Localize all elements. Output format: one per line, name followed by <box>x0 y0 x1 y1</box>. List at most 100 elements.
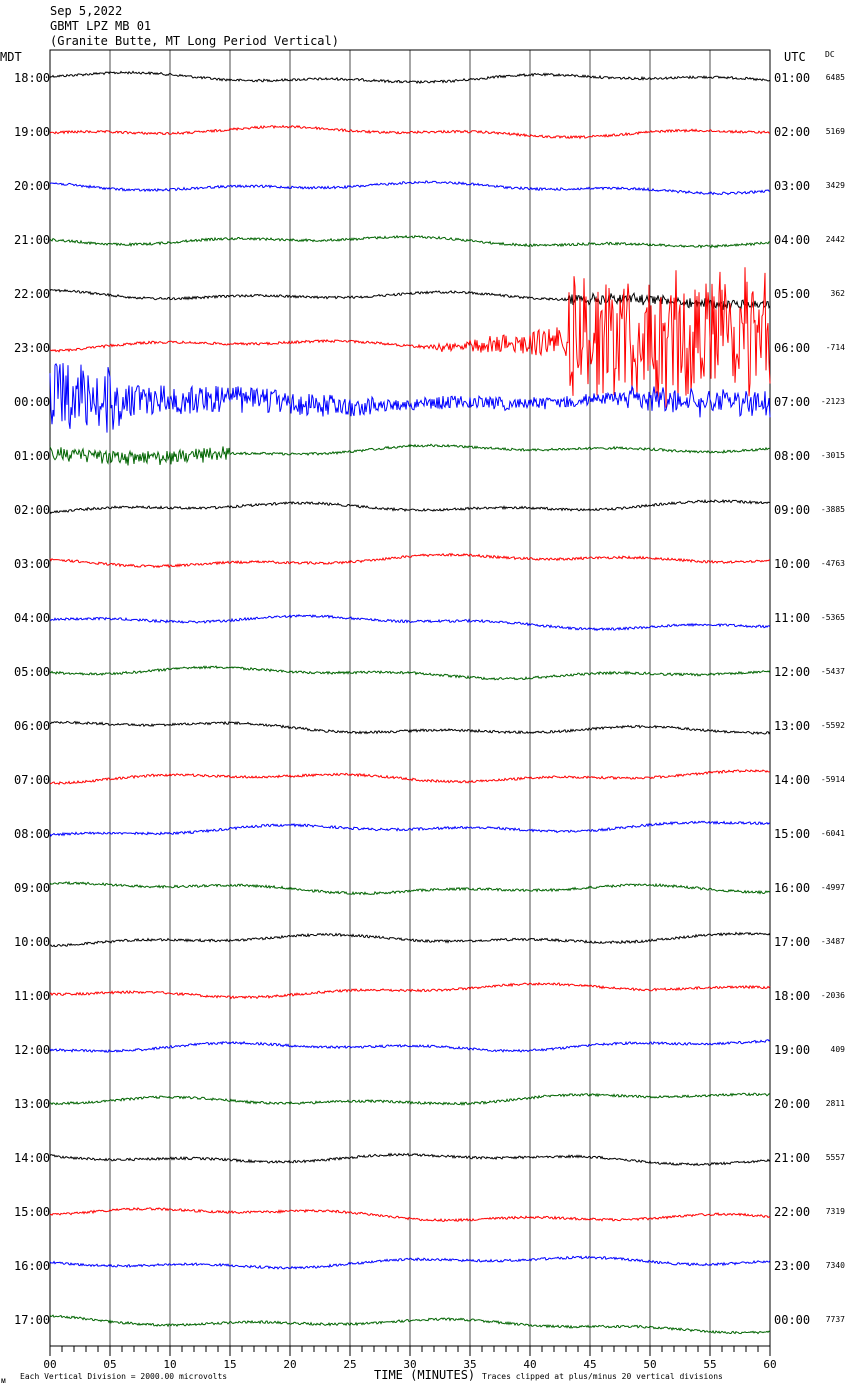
mdt-label: 14:00 <box>14 1151 50 1165</box>
x-tick-label: 25 <box>343 1358 356 1371</box>
mdt-label: 00:00 <box>14 395 50 409</box>
mdt-label: 20:00 <box>14 179 50 193</box>
mdt-label: 19:00 <box>14 125 50 139</box>
trace-line <box>49 288 771 311</box>
dc-value: -6041 <box>821 829 845 838</box>
trace-line <box>49 234 771 249</box>
trace-line <box>49 1255 771 1270</box>
dc-value: -3487 <box>821 937 845 946</box>
x-tick-label: 50 <box>643 1358 656 1371</box>
mdt-label: 16:00 <box>14 1259 50 1273</box>
dc-value: 5169 <box>826 127 845 136</box>
utc-label: 07:00 <box>774 395 810 409</box>
trace-line <box>49 443 771 466</box>
trace-line <box>49 665 771 681</box>
division-note: Each Vertical Division = 2000.00 microvo… <box>20 1372 227 1381</box>
dc-value: 7340 <box>826 1261 845 1270</box>
utc-label: 06:00 <box>774 341 810 355</box>
dc-value: 7319 <box>826 1207 845 1216</box>
x-tick-label: 35 <box>463 1358 476 1371</box>
header-location: (Granite Butte, MT Long Period Vertical) <box>50 34 339 48</box>
trace-line <box>49 1207 771 1222</box>
utc-label: 10:00 <box>774 557 810 571</box>
dc-value: -4997 <box>821 883 845 892</box>
dc-value: 362 <box>831 289 846 298</box>
dc-value: -3015 <box>821 451 845 460</box>
utc-label: 05:00 <box>774 287 810 301</box>
utc-label: 13:00 <box>774 719 810 733</box>
trace-line <box>49 1039 771 1053</box>
header-station: GBMT LPZ MB 01 <box>50 19 152 33</box>
mdt-label: 17:00 <box>14 1313 50 1327</box>
utc-label: 20:00 <box>774 1097 810 1111</box>
trace-line <box>49 1314 771 1335</box>
mdt-label: 07:00 <box>14 773 50 787</box>
mdt-label: 05:00 <box>14 665 50 679</box>
x-tick-label: 15 <box>223 1358 236 1371</box>
mdt-label: 06:00 <box>14 719 50 733</box>
utc-label: 18:00 <box>774 989 810 1003</box>
dc-title: DC <box>825 50 835 59</box>
x-tick-label: 40 <box>523 1358 536 1371</box>
utc-label: 04:00 <box>774 233 810 247</box>
utc-label: 14:00 <box>774 773 810 787</box>
trace-line <box>49 362 771 433</box>
mdt-label: 12:00 <box>14 1043 50 1057</box>
x-axis-label: TIME (MINUTES) <box>374 1368 475 1382</box>
utc-label: 00:00 <box>774 1313 810 1327</box>
dc-value: -5437 <box>821 667 845 676</box>
mdt-label: 02:00 <box>14 503 50 517</box>
trace-line <box>49 931 771 948</box>
dc-value: 2442 <box>826 235 845 244</box>
x-tick-label: 00 <box>43 1358 56 1371</box>
mdt-label: 04:00 <box>14 611 50 625</box>
x-tick-label: 05 <box>103 1358 116 1371</box>
right-axis-title: UTC <box>784 50 806 64</box>
dc-value: 7737 <box>826 1315 845 1324</box>
utc-label: 15:00 <box>774 827 810 841</box>
utc-label: 21:00 <box>774 1151 810 1165</box>
traces <box>49 70 771 1335</box>
dc-value: 3429 <box>826 181 845 190</box>
dc-value: 6485 <box>826 73 845 82</box>
x-tick-label: 60 <box>763 1358 776 1371</box>
x-tick-label: 55 <box>703 1358 716 1371</box>
utc-label: 08:00 <box>774 449 810 463</box>
dc-value: -2036 <box>821 991 845 1000</box>
mdt-label: 01:00 <box>14 449 50 463</box>
mdt-label: 22:00 <box>14 287 50 301</box>
dc-value: -4763 <box>821 559 845 568</box>
labels: 00 05 10 15 20 25 30 35 40 45 50 55 60 18:00 01:00 6485… <box>14 71 845 1371</box>
grid <box>49 49 771 1356</box>
mdt-label: 11:00 <box>14 989 50 1003</box>
x-tick-label: 10 <box>163 1358 176 1371</box>
trace-line <box>49 70 771 84</box>
dc-value: 2811 <box>826 1099 845 1108</box>
utc-label: 23:00 <box>774 1259 810 1273</box>
mdt-label: 18:00 <box>14 71 50 85</box>
utc-label: 03:00 <box>774 179 810 193</box>
mdt-label: 09:00 <box>14 881 50 895</box>
trace-line <box>49 769 771 786</box>
trace-line <box>49 124 771 140</box>
dc-value: -714 <box>826 343 845 352</box>
dc-value: 5557 <box>826 1153 845 1162</box>
x-tick-label: 20 <box>283 1358 296 1371</box>
utc-label: 09:00 <box>774 503 810 517</box>
x-tick-label: 45 <box>583 1358 596 1371</box>
dc-value: -5592 <box>821 721 845 730</box>
trace-line <box>49 720 771 735</box>
trace-line <box>49 498 770 514</box>
mdt-label: 08:00 <box>14 827 50 841</box>
trace-line <box>49 552 771 569</box>
dc-value: -3885 <box>821 505 845 514</box>
trace-line <box>49 180 771 196</box>
trace-line <box>49 981 771 1000</box>
trace-line <box>49 1092 771 1107</box>
mdt-label: 15:00 <box>14 1205 50 1219</box>
utc-label: 01:00 <box>774 71 810 85</box>
x-tick-label: 30 <box>403 1358 416 1371</box>
utc-label: 16:00 <box>774 881 810 895</box>
mdt-label: 03:00 <box>14 557 50 571</box>
utc-label: 22:00 <box>774 1205 810 1219</box>
